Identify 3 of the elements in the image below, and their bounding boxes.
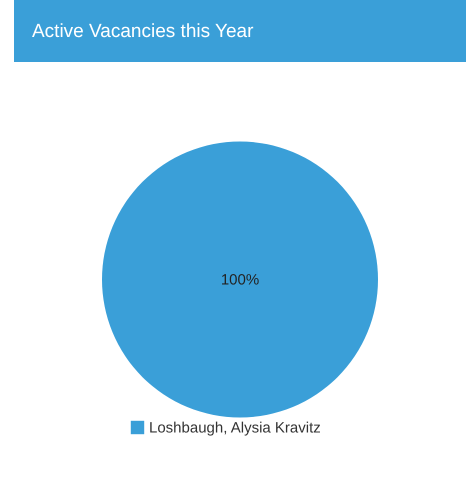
legend-label: Loshbaugh, Alysia Kravitz: [149, 420, 321, 436]
data-label: 100%: [220, 272, 260, 288]
chart-title: Active Vacancies this Year: [32, 21, 254, 42]
